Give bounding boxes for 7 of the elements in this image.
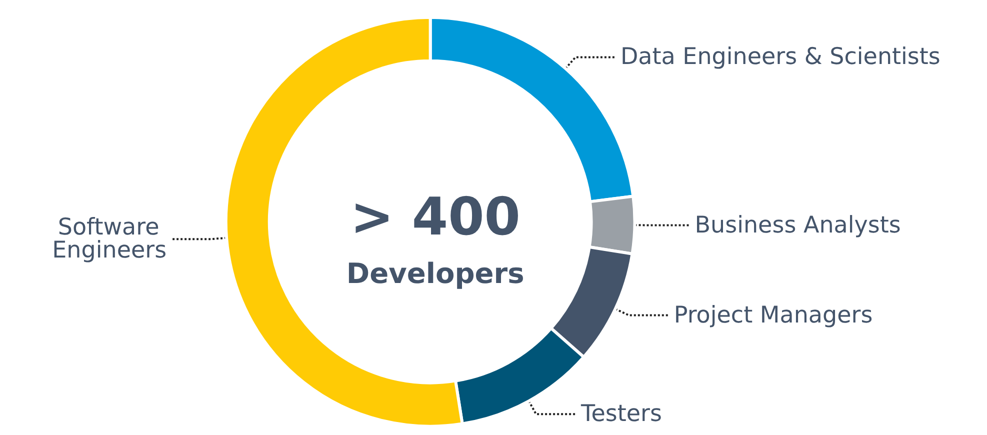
slice-label: Project Managers [674,302,873,328]
slice-label: Data Engineers & Scientists [620,44,940,70]
text: > 400 [350,188,520,248]
slice-label: Software Engineers [52,214,167,264]
slice-label: Testers [580,401,662,428]
text: Developers [346,257,524,290]
slice-label: Business Analysts [694,212,901,238]
